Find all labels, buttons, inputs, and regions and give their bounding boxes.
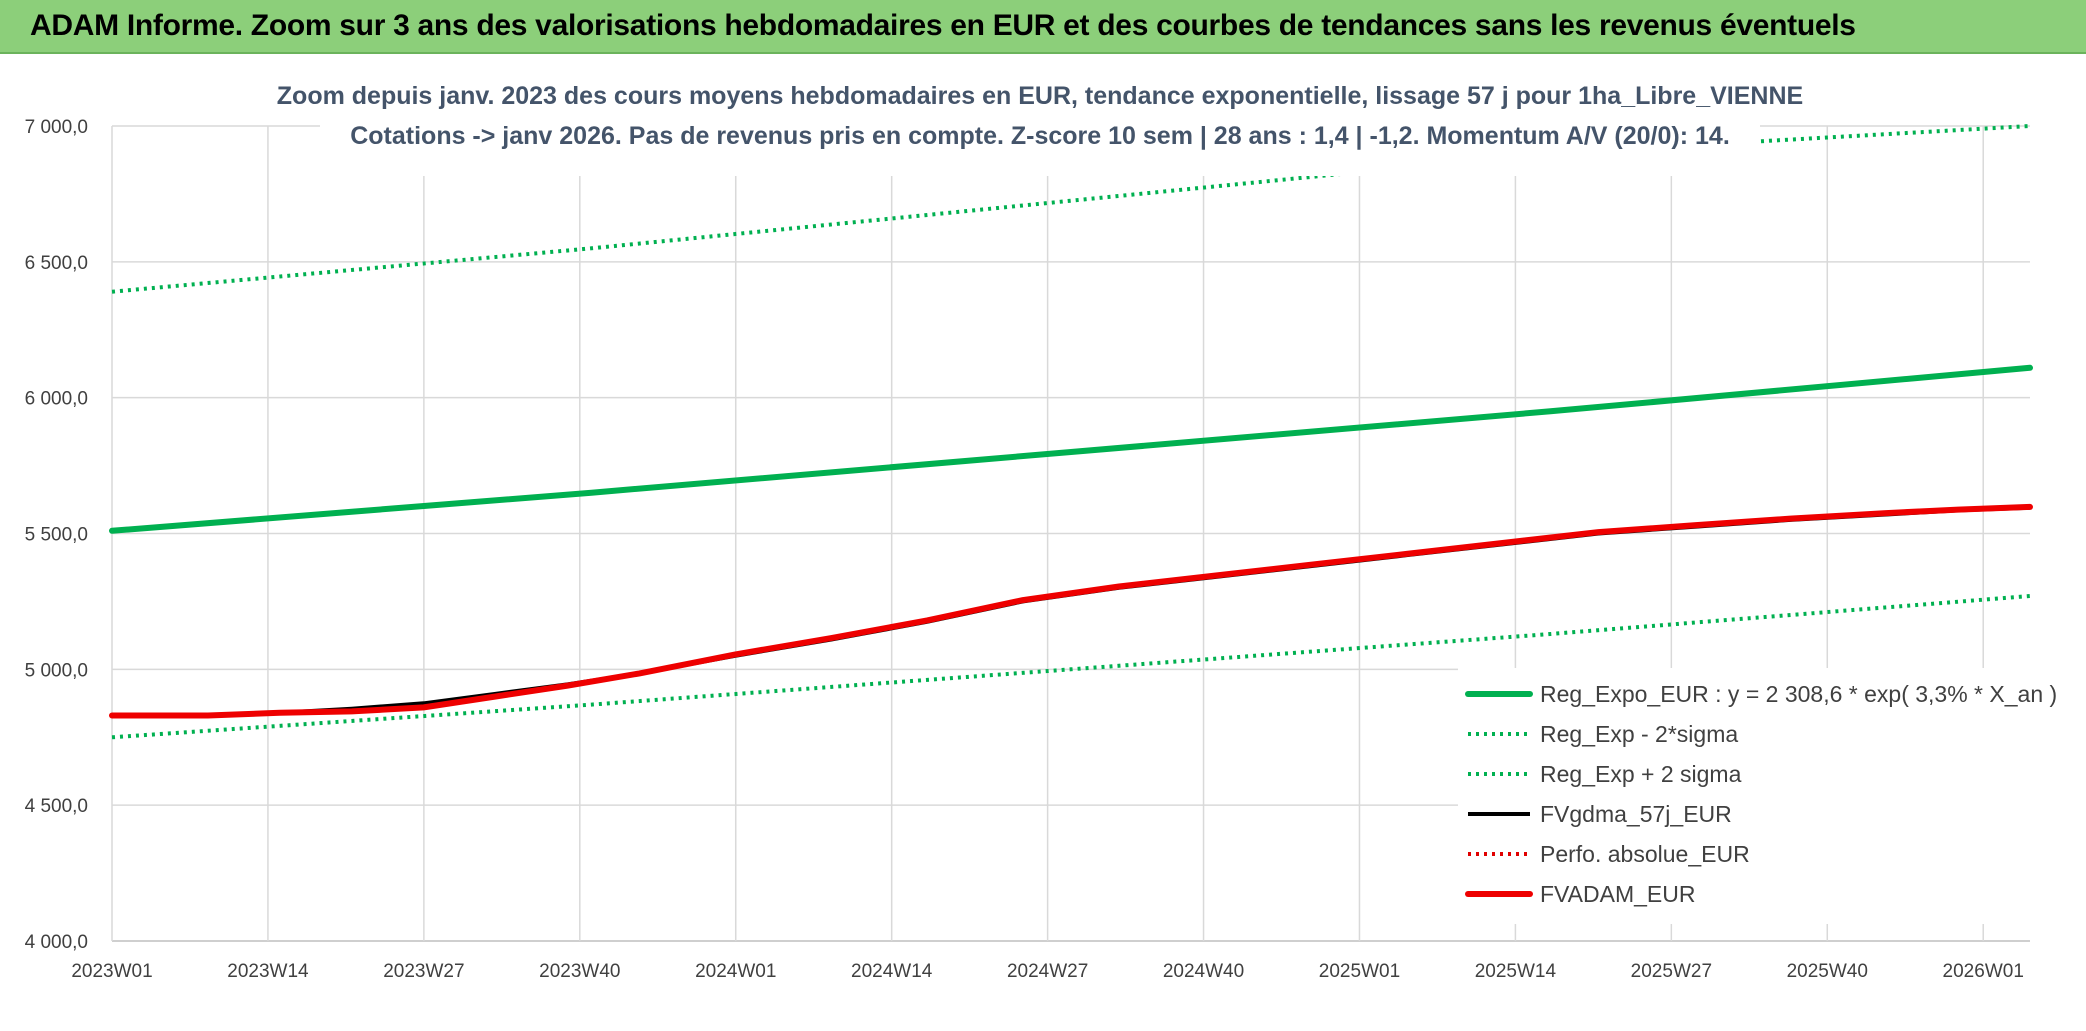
y-tick-label: 7 000,0 [25,117,88,138]
legend-entry-5: FVADAM_EUR [1540,881,1696,907]
x-tick-label: 2025W14 [1475,961,1557,982]
x-tick-label: 2024W27 [1007,961,1088,982]
y-tick-label: 5 500,0 [25,525,88,546]
chart-title-line2: Cotations -> janv 2026. Pas de revenus p… [350,122,1730,150]
series-layer [109,124,2033,740]
line-chart: Zoom depuis janv. 2023 des cours moyens … [25,66,2057,982]
chart-title-box [320,66,1760,176]
series-line-2 [111,124,2031,294]
legend-entry-0: Reg_Expo_EUR : y = 2 308,6 * exp( 3,3% *… [1540,681,2057,707]
legend-entry-3: FVgdma_57j_EUR [1540,801,1732,827]
legend-entry-1: Reg_Exp - 2*sigma [1540,721,1738,747]
x-tick-label: 2026W01 [1943,961,2024,982]
x-tick-label: 2023W40 [539,961,620,982]
x-tick-label: 2025W27 [1631,961,1712,982]
y-tick-label: 4 000,0 [25,932,88,953]
x-tick-label: 2024W01 [695,961,776,982]
banner: ADAM Informe. Zoom sur 3 ans des valoris… [0,0,2086,54]
y-tick-label: 5 000,0 [25,660,88,681]
chart-title-line1: Zoom depuis janv. 2023 des cours moyens … [277,82,1803,110]
x-tick-label: 2023W01 [71,961,152,982]
banner-title: ADAM Informe. Zoom sur 3 ans des valoris… [30,9,1856,42]
y-tick-label: 6 500,0 [25,253,88,274]
x-axis-ticks: 2023W01 2023W14 2023W27 2023W40 2024W01 2024W… [71,961,2024,982]
x-tick-label: 2025W40 [1787,961,1868,982]
series-line-0 [109,364,2033,534]
legend-box [1458,668,2038,924]
x-tick-label: 2023W14 [227,961,309,982]
x-tick-label: 2024W14 [851,961,933,982]
series-line-1 [111,594,2031,740]
legend-entry-2: Reg_Exp + 2 sigma [1540,761,1742,787]
y-axis-ticks: 4 000,0 4 500,0 5 000,0 5 500,0 6 000,0 6 500… [25,117,88,953]
x-tick-label: 2023W27 [383,961,464,982]
legend-entry-4: Perfo. absolue_EUR [1540,841,1750,867]
series-line-5 [109,503,2033,719]
y-tick-label: 6 000,0 [25,389,88,410]
legend: Reg_Expo_EUR : y = 2 308,6 * exp( 3,3% *… [1458,668,2057,924]
chart-area: Zoom depuis janv. 2023 des cours moyens … [0,54,2086,1031]
x-tick-label: 2024W40 [1163,961,1244,982]
y-tick-label: 4 500,0 [25,796,88,817]
x-tick-label: 2025W01 [1319,961,1400,982]
